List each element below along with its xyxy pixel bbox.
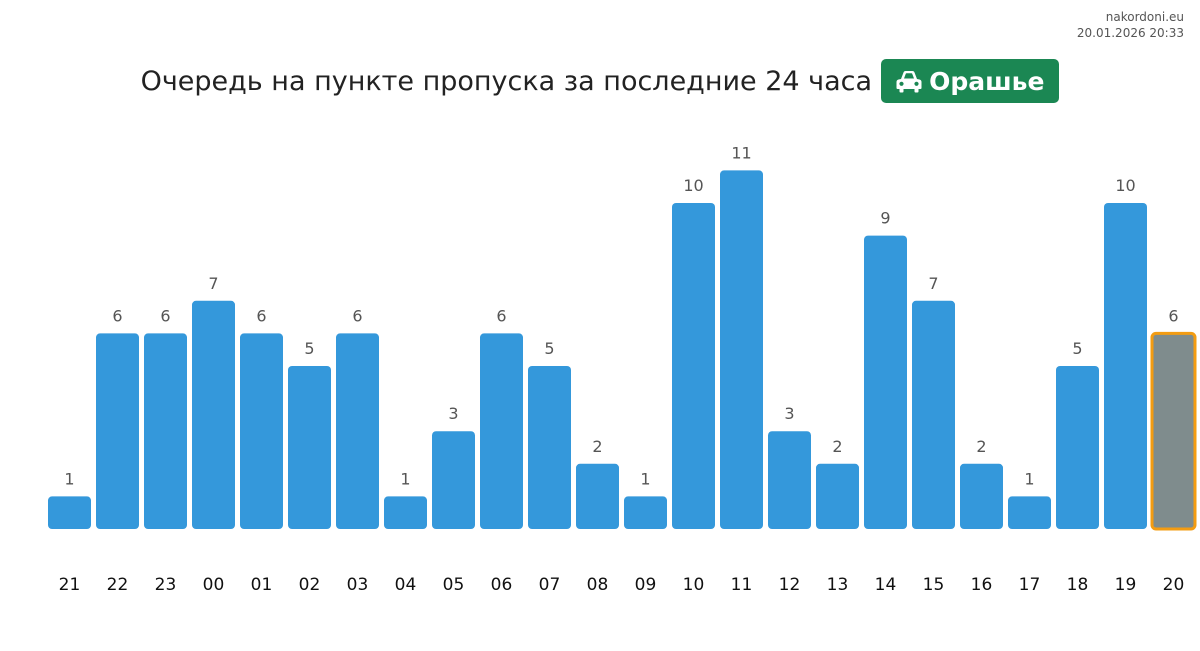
- value-label: 7: [208, 274, 218, 293]
- bar: [1056, 366, 1099, 529]
- x-tick-label: 14: [875, 575, 897, 595]
- x-tick-label: 05: [443, 575, 465, 595]
- bar: [336, 333, 379, 529]
- x-tick-label: 08: [587, 575, 609, 595]
- x-tick-label: 12: [779, 575, 801, 595]
- value-label: 10: [683, 176, 703, 195]
- chart-title: Очередь на пункте пропуска за последние …: [140, 65, 873, 97]
- value-label: 6: [256, 306, 266, 325]
- bar: [768, 431, 811, 529]
- bar: [528, 366, 571, 529]
- bar: [384, 496, 427, 529]
- bar: [912, 300, 955, 529]
- x-tick-label: 17: [1019, 575, 1041, 595]
- x-tick-label: 10: [683, 575, 705, 595]
- bar: [624, 496, 667, 529]
- bar: [288, 366, 331, 529]
- bar: [144, 333, 187, 529]
- checkpoint-badge: Орашье: [881, 59, 1060, 103]
- bar: [1008, 496, 1051, 529]
- bar: [96, 333, 139, 529]
- value-label: 6: [160, 306, 170, 325]
- x-tick-label: 03: [347, 575, 369, 595]
- checkpoint-name: Орашье: [929, 66, 1045, 96]
- value-label: 11: [731, 143, 751, 162]
- x-tick-label: 16: [971, 575, 993, 595]
- value-label: 1: [1024, 469, 1034, 488]
- x-tick-label: 21: [59, 575, 81, 595]
- value-label: 1: [64, 469, 74, 488]
- x-tick-label: 23: [155, 575, 177, 595]
- bar-current-hour: [1150, 331, 1197, 531]
- value-label: 2: [832, 437, 842, 456]
- bar: [576, 463, 619, 529]
- bar: [432, 431, 475, 529]
- bar: [192, 300, 235, 529]
- x-tick-label: 18: [1067, 575, 1089, 595]
- bar: [960, 463, 1003, 529]
- x-tick-label: 13: [827, 575, 849, 595]
- value-label: 10: [1115, 176, 1135, 195]
- site-meta: nakordoni.eu 20.01.2026 20:33: [1077, 9, 1184, 41]
- value-label: 7: [928, 274, 938, 293]
- bar: [48, 496, 91, 529]
- car-icon: [895, 69, 923, 93]
- value-label: 5: [544, 339, 554, 358]
- value-label: 2: [976, 437, 986, 456]
- title-row: Очередь на пункте пропуска за последние …: [0, 56, 1200, 106]
- x-tick-label: 07: [539, 575, 561, 595]
- x-tick-label: 09: [635, 575, 657, 595]
- value-label: 1: [400, 469, 410, 488]
- value-label: 6: [112, 306, 122, 325]
- value-label: 6: [352, 306, 362, 325]
- x-tick-label: 01: [251, 575, 273, 595]
- x-tick-label: 19: [1115, 575, 1137, 595]
- site-domain: nakordoni.eu: [1105, 10, 1184, 24]
- x-tick-label: 15: [923, 575, 945, 595]
- bar: [720, 170, 763, 529]
- x-tick-label: 00: [203, 575, 225, 595]
- generated-timestamp: 20.01.2026 20:33: [1076, 26, 1184, 40]
- value-label: 9: [880, 209, 890, 228]
- bar: [864, 235, 907, 529]
- x-tick-label: 06: [491, 575, 513, 595]
- x-tick-label: 20: [1163, 575, 1185, 595]
- bar: [816, 463, 859, 529]
- x-tick-label: 22: [107, 575, 129, 595]
- x-tick-label: 02: [299, 575, 321, 595]
- value-label: 1: [640, 469, 650, 488]
- x-tick-label: 04: [395, 575, 417, 595]
- x-tick-label: 11: [731, 575, 753, 595]
- bar: [480, 333, 523, 529]
- value-label: 6: [1168, 306, 1178, 325]
- value-label: 3: [448, 404, 458, 423]
- value-label: 5: [1072, 339, 1082, 358]
- value-label: 6: [496, 306, 506, 325]
- bar: [672, 203, 715, 529]
- value-label: 3: [784, 404, 794, 423]
- value-label: 2: [592, 437, 602, 456]
- value-label: 5: [304, 339, 314, 358]
- bar: [240, 333, 283, 529]
- bar: [1104, 203, 1147, 529]
